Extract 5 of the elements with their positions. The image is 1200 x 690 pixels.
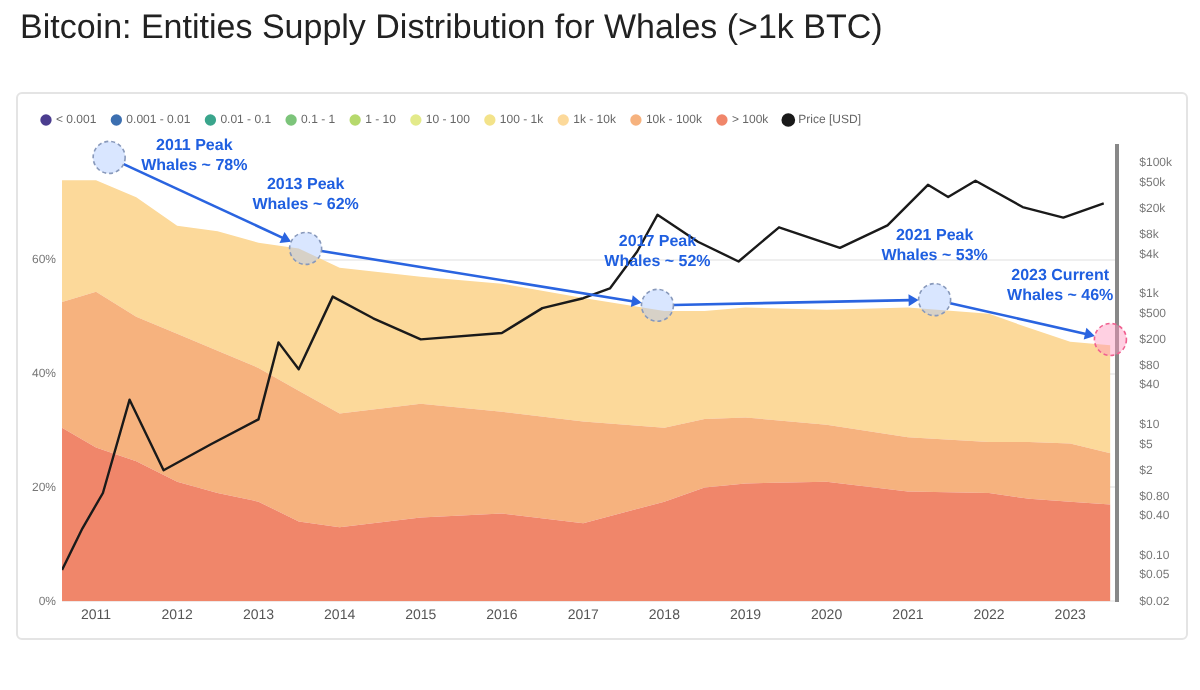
- annotation: 2013 Peak Whales ~ 62%: [252, 174, 359, 213]
- annotation: 2023 Current Whales ~ 46%: [1007, 265, 1114, 304]
- annotation: 2011 Peak Whales ~ 78%: [141, 136, 248, 175]
- annotation: 2021 Peak Whales ~ 53%: [881, 226, 988, 265]
- chart-title: Bitcoin: Entities Supply Distribution for Whales (>1k BTC): [20, 8, 883, 48]
